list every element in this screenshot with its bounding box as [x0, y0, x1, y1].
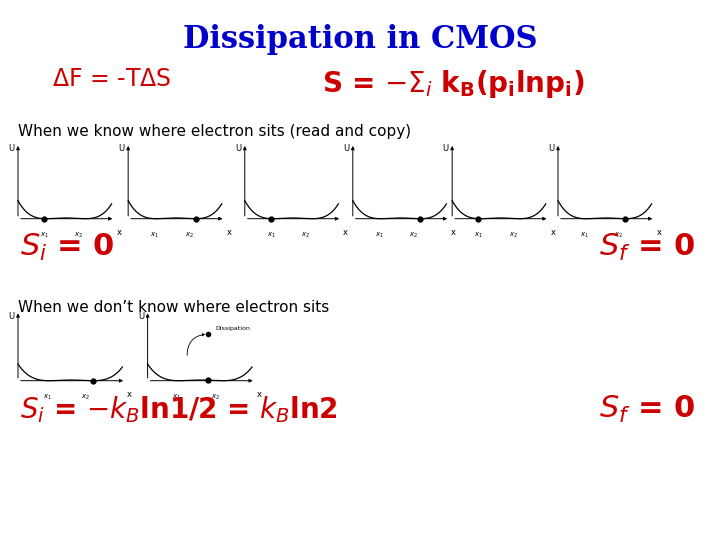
Text: x: x: [343, 228, 348, 238]
Text: x: x: [451, 228, 456, 238]
Text: U: U: [442, 144, 449, 153]
Text: $\Delta$F = -T$\Delta$S: $\Delta$F = -T$\Delta$S: [52, 68, 171, 91]
Text: x: x: [117, 228, 121, 238]
Text: $x_1$: $x_1$: [266, 231, 276, 240]
Text: U: U: [8, 144, 14, 153]
Text: $S_f$ = 0: $S_f$ = 0: [598, 232, 695, 264]
Text: Dissipation: Dissipation: [215, 326, 251, 332]
Text: $x_2$: $x_2$: [614, 231, 624, 240]
Text: Dissipation in CMOS: Dissipation in CMOS: [183, 24, 537, 55]
Text: x: x: [227, 228, 231, 238]
Text: $x_2$: $x_2$: [409, 231, 418, 240]
Text: $x_1$: $x_1$: [580, 231, 589, 240]
Text: When we don’t know where electron sits: When we don’t know where electron sits: [18, 300, 329, 315]
Text: U: U: [548, 144, 554, 153]
Text: $x_2$: $x_2$: [211, 393, 220, 402]
Text: $x_2$: $x_2$: [81, 393, 90, 402]
Text: U: U: [343, 144, 349, 153]
Text: $x_1$: $x_1$: [150, 231, 159, 240]
Text: U: U: [118, 144, 125, 153]
Text: S = $-\Sigma_i\ \mathbf{k_B(p_i lnp_i)}$: S = $-\Sigma_i\ \mathbf{k_B(p_i lnp_i)}$: [323, 68, 585, 99]
Text: $S_f$ = 0: $S_f$ = 0: [598, 394, 695, 426]
Text: $x_2$: $x_2$: [184, 231, 194, 240]
Text: $S_i$ = 0: $S_i$ = 0: [20, 232, 115, 264]
Text: $x_1$: $x_1$: [474, 231, 483, 240]
Text: $x_1$: $x_1$: [40, 231, 49, 240]
Text: U: U: [138, 312, 144, 321]
Text: x: x: [657, 228, 661, 238]
Text: $x_2$: $x_2$: [74, 231, 84, 240]
Text: U: U: [235, 144, 241, 153]
Text: x: x: [127, 390, 132, 400]
Text: x: x: [257, 390, 261, 400]
Text: $x_2$: $x_2$: [301, 231, 310, 240]
Text: $S_i$ = $-k_B$ln1/2 = $k_B$ln2: $S_i$ = $-k_B$ln1/2 = $k_B$ln2: [20, 394, 338, 425]
Text: $x_1$: $x_1$: [42, 393, 52, 402]
Text: $x_2$: $x_2$: [508, 231, 518, 240]
Text: x: x: [551, 228, 555, 238]
Text: When we know where electron sits (read and copy): When we know where electron sits (read a…: [18, 124, 411, 139]
Text: U: U: [8, 312, 14, 321]
Text: $x_1$: $x_1$: [374, 231, 384, 240]
Text: $x_1$: $x_1$: [172, 393, 181, 402]
